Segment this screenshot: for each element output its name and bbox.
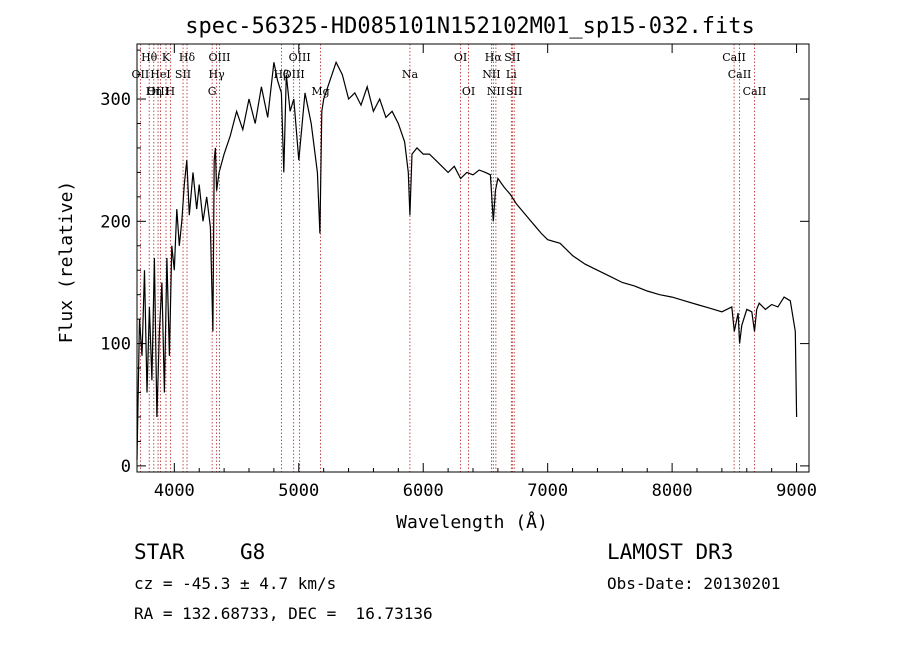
spectral-line-label: Hα (485, 51, 503, 64)
plot-frame (136, 43, 810, 473)
redshift-text: cz = -45.3 ± 4.7 km/s (134, 574, 337, 593)
x-axis-label: Wavelength (Å) (396, 511, 548, 533)
spectral-line-label: Mg (311, 85, 329, 98)
spectral-line-label: SII (504, 51, 520, 64)
spectral-line-label: OI (462, 85, 475, 98)
x-tick-label: 9000 (776, 481, 817, 501)
spectral-line-label: OIII (289, 51, 311, 64)
x-tick-label: 7000 (527, 481, 568, 501)
spectral-line-label: OIII (147, 85, 169, 98)
y-tick-label: 100 (100, 335, 131, 355)
obs-date-text: Obs-Date: 20130201 (607, 574, 781, 593)
spectral-line-label: G (208, 85, 217, 98)
survey-name: LAMOST DR3 (607, 540, 734, 564)
y-tick-label: 300 (100, 90, 131, 110)
x-tick-label: 4000 (154, 481, 195, 501)
spectral-line-label: CaII (728, 68, 752, 81)
x-tick-label: 6000 (403, 481, 444, 501)
y-axis: 0 100 200 300 (100, 49, 809, 477)
spectral-line-label: Hδ (179, 51, 196, 64)
spectral-line-label: HeI (150, 68, 170, 81)
spectral-line-label: CaII (722, 51, 746, 64)
spectral-line-label: Hθ (141, 51, 158, 64)
spectral-line-label: NII (482, 68, 500, 81)
spectral-line-markers (139, 44, 755, 472)
spectrum-series-line (136, 60, 798, 460)
y-tick-label: 0 (121, 457, 131, 477)
x-tick-label: 8000 (652, 481, 693, 501)
coordinates-text: RA = 132.68733, DEC = 16.73136 (134, 604, 433, 623)
object-subclass: G8 (240, 540, 266, 564)
spectral-line-label: NII (487, 85, 505, 98)
spectral-line-label: Li (506, 68, 517, 81)
y-axis-label: Flux (relative) (56, 181, 77, 344)
x-tick-label: 5000 (278, 481, 319, 501)
x-axis: 4000 5000 6000 7000 8000 9000 (154, 44, 817, 501)
object-class: STAR (134, 540, 185, 564)
spectral-line-label: Na (402, 68, 419, 81)
spectral-line-label: OI (454, 51, 467, 64)
spectral-line-label: Hη (146, 85, 162, 98)
spectral-line-label: CaII (743, 85, 767, 98)
y-tick-label: 200 (100, 212, 131, 232)
spectral-line-label: SII (175, 68, 191, 81)
spectral-line-label: H (166, 85, 176, 98)
spectral-line-label: Hγ (209, 68, 226, 81)
spectral-line-label: K (162, 51, 171, 64)
spectral-line-label: OIII (283, 68, 305, 81)
chart-title: spec-56325-HD085101N152102M01_sp15-032.f… (185, 14, 755, 39)
spectral-line-label: OIII (208, 51, 230, 64)
spectral-line-label: SII (506, 85, 522, 98)
